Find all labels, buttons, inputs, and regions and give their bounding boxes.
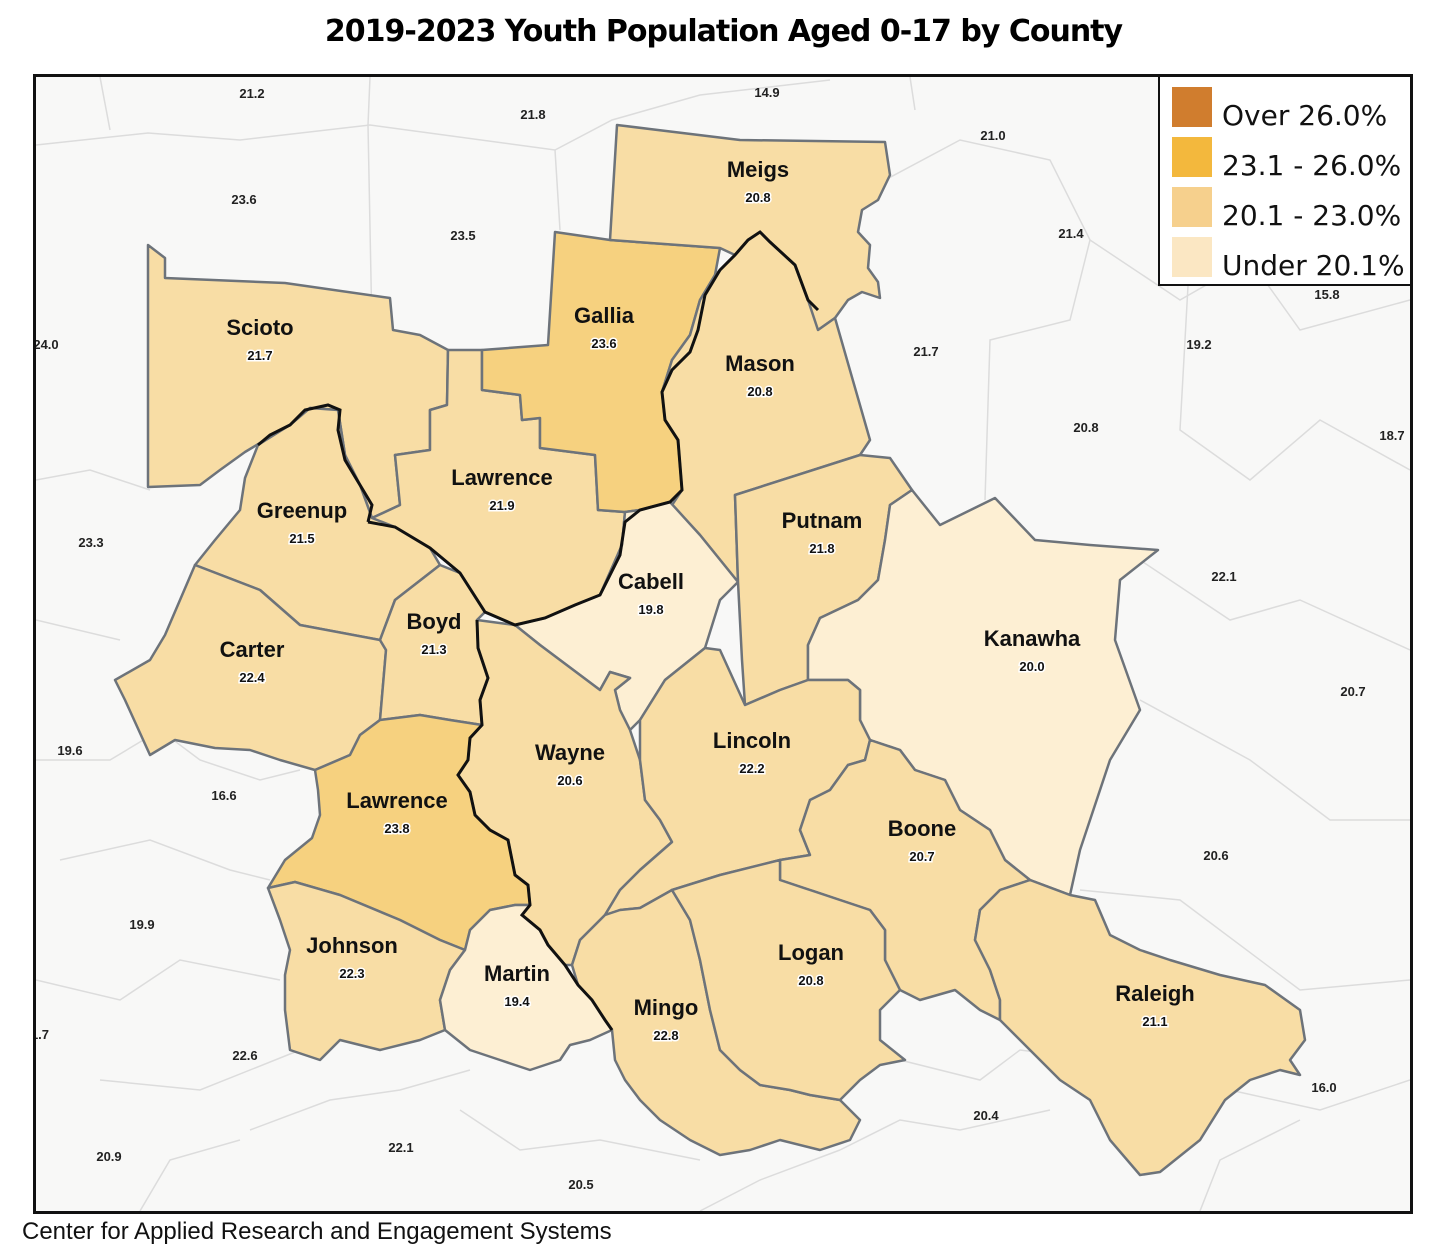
- outside-county-value: 21.2: [239, 86, 264, 101]
- county-value-cabell: 19.8: [638, 602, 663, 617]
- outside-county-value: 20.9: [96, 1149, 121, 1164]
- county-name-carter: Carter: [220, 637, 285, 662]
- county-value-martin: 19.4: [504, 994, 530, 1009]
- source-credit: Center for Applied Research and Engageme…: [22, 1218, 612, 1245]
- ohio-river-upper-segment: [257, 403, 374, 523]
- county-name-gallia: Gallia: [574, 303, 635, 328]
- legend-swatch: [1172, 187, 1212, 227]
- county-name-lawrence-ky: Lawrence: [346, 788, 448, 813]
- legend-label: Under 20.1%: [1222, 249, 1405, 282]
- county-johnson: [266, 880, 467, 1062]
- county-name-boone: Boone: [888, 816, 956, 841]
- county-name-greenup: Greenup: [257, 498, 347, 523]
- outside-value-labels: 21.2 14.9 21.8 21.0 23.6 23.5 21.4 15.8 24.0 21.7…: [36, 85, 1405, 1192]
- county-raleigh: [973, 878, 1307, 1177]
- county-value-raleigh: 21.1: [1142, 1014, 1167, 1029]
- outside-county-value: 23.3: [78, 535, 103, 550]
- county-value-lawrence-ky: 23.8: [384, 821, 409, 836]
- county-value-putnam: 21.8: [809, 541, 834, 556]
- county-name-martin: Martin: [484, 961, 550, 986]
- county-value-kanawha: 20.0: [1019, 659, 1044, 674]
- county-value-boone: 20.7: [909, 849, 934, 864]
- outside-county-value: 19.2: [1186, 337, 1211, 352]
- outside-county-value: 20.6: [1203, 848, 1228, 863]
- county-name-mason: Mason: [725, 351, 795, 376]
- outside-county-value: 23.5: [450, 228, 475, 243]
- legend: Over 26.0% 23.1 - 26.0% 20.1 - 23.0% Und…: [1158, 75, 1412, 286]
- outside-county-value: 21.0: [980, 128, 1005, 143]
- county-name-kanawha: Kanawha: [984, 626, 1081, 651]
- outside-county-value: 21.4: [1058, 226, 1084, 241]
- legend-label: 20.1 - 23.0%: [1222, 199, 1402, 232]
- outside-county-value: 22.1: [388, 1140, 413, 1155]
- county-name-putnam: Putnam: [782, 508, 863, 533]
- county-value-greenup: 21.5: [289, 531, 314, 546]
- legend-item-over-26: Over 26.0%: [1172, 87, 1408, 132]
- county-labels: Scioto 21.7 Lawrence 21.9 Gallia 23.6 Meigs 20.…: [220, 157, 1195, 1045]
- outside-county-value: 20.4: [973, 1108, 999, 1123]
- county-logan: [670, 858, 907, 1102]
- legend-label: 23.1 - 26.0%: [1222, 149, 1402, 182]
- county-value-johnson: 22.3: [339, 966, 364, 981]
- county-value-boyd: 21.3: [421, 642, 446, 657]
- legend-label: Over 26.0%: [1222, 99, 1388, 132]
- county-value-carter: 22.4: [239, 670, 265, 685]
- outside-county-value: 15.8: [1314, 287, 1339, 302]
- legend-swatch: [1172, 87, 1212, 127]
- county-name-cabell: Cabell: [618, 569, 684, 594]
- county-name-scioto: Scioto: [226, 315, 293, 340]
- map-title: 2019-2023 Youth Population Aged 0-17 by …: [324, 14, 1123, 49]
- outside-county-value: 20.5: [568, 1177, 593, 1192]
- background-county-lines: [36, 77, 1410, 1211]
- county-value-meigs: 20.8: [745, 190, 770, 205]
- county-value-mingo: 22.8: [653, 1028, 678, 1043]
- legend-swatch: [1172, 137, 1212, 177]
- county-name-wayne: Wayne: [535, 740, 605, 765]
- county-name-lincoln: Lincoln: [713, 728, 791, 753]
- county-value-logan: 20.8: [798, 973, 823, 988]
- outside-county-value: 22.1: [1211, 569, 1236, 584]
- county-value-mason: 20.8: [747, 384, 772, 399]
- outside-county-value: 19.6: [57, 743, 82, 758]
- county-value-gallia: 23.6: [591, 336, 616, 351]
- legend-item-under-20: Under 20.1%: [1172, 237, 1408, 282]
- ohio-river-state-line: [367, 230, 820, 627]
- county-layer: [113, 123, 1307, 1177]
- outside-county-value: 22.6: [232, 1048, 257, 1063]
- outside-county-value: 16.6: [211, 788, 236, 803]
- county-name-lawrence-oh: Lawrence: [451, 465, 553, 490]
- outside-county-value: 14.9: [754, 85, 779, 100]
- outside-county-value: 1.7: [36, 1027, 49, 1042]
- outside-county-value: 23.6: [231, 192, 256, 207]
- legend-item-20-23: 20.1 - 23.0%: [1172, 187, 1408, 232]
- county-value-wayne: 20.6: [557, 773, 582, 788]
- county-name-raleigh: Raleigh: [1115, 981, 1194, 1006]
- county-value-lawrence-oh: 21.9: [489, 498, 514, 513]
- county-name-meigs: Meigs: [727, 157, 789, 182]
- county-value-scioto: 21.7: [247, 348, 272, 363]
- outside-county-value: 16.0: [1311, 1080, 1336, 1095]
- county-map: Scioto 21.7 Lawrence 21.9 Gallia 23.6 Meigs 20.…: [36, 77, 1410, 1211]
- legend-item-23-26: 23.1 - 26.0%: [1172, 137, 1408, 182]
- tug-fork-state-line: [456, 619, 614, 1031]
- outside-county-value: 21.8: [520, 107, 545, 122]
- county-name-boyd: Boyd: [407, 609, 462, 634]
- legend-swatch: [1172, 237, 1212, 277]
- outside-county-value: 19.9: [129, 917, 154, 932]
- county-name-johnson: Johnson: [306, 933, 398, 958]
- outside-county-value: 21.7: [913, 344, 938, 359]
- outside-county-value: 20.8: [1073, 420, 1098, 435]
- outside-county-value: 20.7: [1340, 684, 1365, 699]
- county-name-logan: Logan: [778, 940, 844, 965]
- county-name-mingo: Mingo: [634, 995, 699, 1020]
- outside-county-value: 18.7: [1379, 428, 1404, 443]
- county-value-lincoln: 22.2: [739, 761, 764, 776]
- outside-county-value: 24.0: [36, 337, 59, 352]
